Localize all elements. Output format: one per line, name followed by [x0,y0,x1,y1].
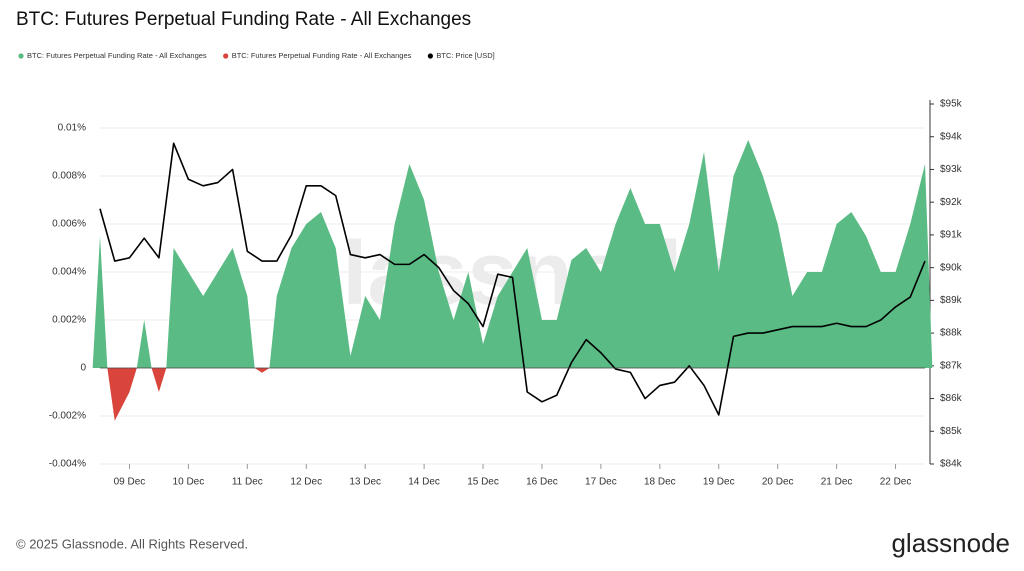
y-tick-label: -0.004% [49,459,86,470]
footer: © 2025 Glassnode. All Rights Reserved. [16,536,248,551]
funding-area [254,368,270,373]
funding-area [166,248,255,368]
y2-tick-label: $84k [940,459,963,470]
legend-marker [18,53,24,59]
y-tick-label: 0.01% [58,123,86,134]
y2-tick-label: $94k [940,131,963,142]
x-tick-label: 22 Dec [880,477,912,488]
y2-tick-label: $88k [940,328,963,339]
y2-tick-label: $89k [940,295,963,306]
x-tick-label: 19 Dec [703,477,735,488]
funding-area [136,320,152,368]
funding-area [107,368,137,421]
chart-title: BTC: Futures Perpetual Funding Rate - Al… [16,9,471,30]
y-tick-label: 0.008% [52,171,86,182]
x-tick-label: 12 Dec [290,477,322,488]
y2-tick-label: $93k [940,164,963,175]
legend-marker [427,53,433,59]
funding-area [151,368,167,392]
y2-tick-label: $85k [940,426,963,437]
x-tick-label: 11 Dec [232,477,263,488]
x-tick-label: 14 Dec [408,477,440,488]
x-tick-label: 10 Dec [173,477,205,488]
x-tick-label: 18 Dec [644,477,676,488]
y2-tick-label: $91k [940,230,963,241]
y2-tick-label: $86k [940,393,963,404]
y2-tick-label: $90k [940,262,963,273]
x-tick-label: 09 Dec [114,477,146,488]
y-tick-label: 0.002% [52,315,86,326]
y-tick-label: -0.002% [49,411,86,422]
x-tick-label: 13 Dec [349,477,381,488]
logo: glassnode [891,528,1010,558]
x-tick-label: 16 Dec [526,477,558,488]
y-tick-label: 0.004% [52,267,86,278]
y2-tick-label: $87k [940,360,963,371]
funding-area [92,236,108,368]
x-tick-label: 21 Dec [821,477,853,488]
price-line [99,142,926,416]
y2-tick-label: $92k [940,197,963,208]
x-tick-label: 17 Dec [585,477,617,488]
y2-tick-label: $95k [940,99,963,110]
funding-area [269,140,933,368]
legend-label: BTC: Futures Perpetual Funding Rate - Al… [232,51,412,60]
y-tick-label: 0 [80,363,86,374]
legend-marker [223,53,229,59]
legend-label: BTC: Price [USD] [436,51,494,60]
legend-label: BTC: Futures Perpetual Funding Rate - Al… [27,51,207,60]
x-tick-label: 20 Dec [762,477,794,488]
y-tick-label: 0.006% [52,219,86,230]
x-tick-label: 15 Dec [467,477,499,488]
